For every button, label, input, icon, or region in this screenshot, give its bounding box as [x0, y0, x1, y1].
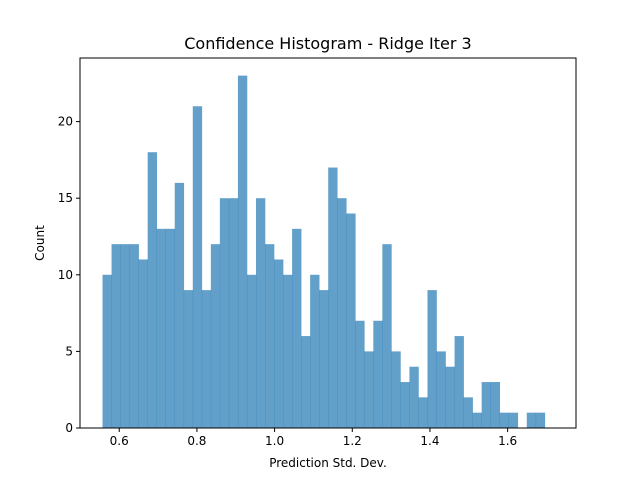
histogram-bar — [292, 228, 302, 428]
histogram-bar — [436, 351, 446, 428]
x-tick-label: 0.8 — [187, 434, 206, 448]
histogram-bar — [526, 412, 537, 428]
histogram-bar — [192, 106, 203, 428]
histogram-bar — [508, 412, 519, 428]
histogram-bar — [481, 382, 491, 428]
histogram-bar — [490, 382, 500, 428]
histogram-bar — [102, 274, 112, 428]
histogram-bar — [129, 244, 139, 428]
chart-title: Confidence Histogram - Ridge Iter 3 — [184, 34, 471, 53]
x-axis-label: Prediction Std. Dev. — [269, 456, 387, 470]
y-tick-label: 10 — [58, 268, 73, 282]
x-tick-label: 1.6 — [498, 434, 517, 448]
histogram-bar — [111, 244, 121, 428]
y-axis-ticks: 0 5 10 15 20 — [58, 115, 80, 435]
histogram-bar — [445, 366, 455, 428]
y-tick-label: 15 — [58, 191, 73, 205]
x-tick-label: 0.6 — [110, 434, 129, 448]
histogram-bar — [382, 244, 392, 428]
plot-frame — [79, 57, 577, 429]
x-tick-label: 1.0 — [265, 434, 284, 448]
y-axis-label: Count — [33, 225, 47, 261]
bars-group — [102, 75, 546, 429]
histogram-bar — [201, 290, 212, 428]
histogram-bar — [283, 274, 293, 428]
histogram-bar — [165, 228, 176, 428]
histogram-bar — [274, 259, 284, 428]
histogram-bar — [391, 351, 401, 428]
histogram-bar — [400, 382, 410, 428]
histogram-bar — [472, 412, 482, 428]
histogram-bar — [427, 290, 437, 428]
histogram-bar — [219, 198, 230, 428]
histogram-bar — [301, 336, 311, 428]
histogram-bar — [418, 397, 428, 428]
x-tick-label: 1.4 — [420, 434, 439, 448]
x-tick-label: 1.2 — [343, 434, 362, 448]
histogram-bar — [210, 244, 221, 428]
histogram-bar — [174, 182, 185, 428]
x-axis-ticks: 0.6 0.8 1.0 1.2 1.4 1.6 — [110, 428, 517, 448]
histogram-bar — [355, 320, 365, 428]
histogram-bar — [120, 244, 130, 428]
histogram-bar — [183, 290, 194, 428]
histogram-bar — [463, 397, 473, 428]
histogram-bar — [409, 366, 419, 428]
histogram-bar — [147, 152, 157, 428]
histogram-bar — [246, 274, 257, 428]
histogram-bar — [346, 213, 356, 428]
histogram-bar — [228, 198, 239, 428]
histogram-bar — [499, 412, 510, 428]
y-tick-label: 0 — [65, 421, 73, 435]
histogram-bar — [364, 351, 374, 428]
histogram-bar — [237, 75, 248, 429]
histogram-bar — [138, 259, 148, 428]
histogram-bar — [454, 336, 464, 428]
histogram-bar — [310, 274, 320, 428]
histogram-bar — [535, 412, 546, 428]
histogram-bar — [156, 228, 167, 428]
y-tick-label: 5 — [65, 344, 73, 358]
histogram-bar — [255, 198, 266, 428]
histogram-bar — [373, 320, 383, 428]
histogram-bar — [319, 290, 329, 428]
y-tick-label: 20 — [58, 115, 73, 129]
histogram-bar — [265, 244, 275, 428]
histogram-bar — [328, 167, 338, 429]
histogram-bar — [337, 198, 347, 428]
